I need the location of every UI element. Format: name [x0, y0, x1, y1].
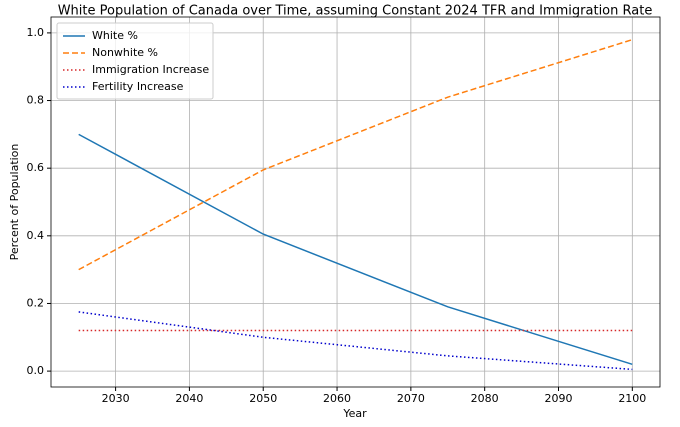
- y-tick-label: 0.2: [27, 296, 45, 309]
- y-tick-label: 0.8: [27, 94, 45, 107]
- x-tick-label: 2040: [175, 392, 203, 405]
- x-tick-label: 2060: [323, 392, 351, 405]
- legend-box: [56, 22, 214, 100]
- legend-label: White %: [92, 29, 138, 42]
- legend-label: Immigration Increase: [92, 63, 209, 76]
- series-line: [78, 311, 633, 371]
- chart-title: White Population of Canada over Time, as…: [58, 4, 653, 19]
- y-tick-label: 1.0: [27, 26, 45, 39]
- plot-frame: [50, 16, 661, 388]
- series-line: [78, 133, 633, 366]
- legend-label: Nonwhite %: [92, 46, 158, 59]
- y-tick-label: 0.6: [27, 161, 45, 174]
- x-tick-label: 2050: [249, 392, 277, 405]
- series-line: [78, 38, 633, 271]
- y-axis-label: Percent of Population: [8, 144, 21, 261]
- legend: White % Nonwhite % Immigration Increase Fer…: [56, 22, 214, 100]
- x-tick-label: 2080: [471, 392, 499, 405]
- x-axis-label: Year: [342, 407, 367, 420]
- x-tick-label: 2100: [618, 392, 646, 405]
- y-tick-label: 0.4: [27, 229, 45, 242]
- y-tick-label: 0.0: [27, 364, 45, 377]
- x-tick-label: 2030: [102, 392, 130, 405]
- x-tick-label: 2070: [397, 392, 425, 405]
- legend-label: Fertility Increase: [92, 80, 184, 93]
- x-tick-label: 2090: [545, 392, 573, 405]
